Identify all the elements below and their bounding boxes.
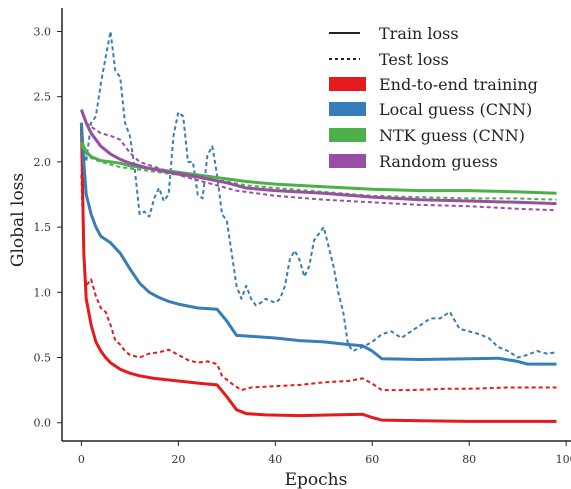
y-tick-label: 1.5 (34, 221, 52, 234)
legend-swatch-ntk-guess (329, 128, 366, 142)
y-tick-label: 2.5 (34, 91, 52, 104)
x-tick-label: 60 (365, 453, 379, 466)
legend-label-ntk-guess: NTK guess (CNN) (379, 126, 525, 145)
x-tick-label: 20 (171, 453, 185, 466)
legend-swatch-random-guess (329, 154, 366, 168)
legend-label-random-guess: Random guess (379, 152, 498, 171)
legend-label-local-guess: Local guess (CNN) (379, 100, 532, 119)
y-tick-label: 3.0 (34, 25, 52, 38)
y-tick-label: 1.0 (34, 286, 52, 299)
x-axis-title: Epochs (285, 470, 348, 489)
legend: Train loss Test loss End-to-end training… (329, 24, 538, 171)
y-axis-title: Global loss (8, 173, 28, 267)
y-ticks: 0.0 0.5 1.0 1.5 2.0 2.5 3.0 (34, 25, 63, 429)
y-tick-label: 0.5 (34, 352, 52, 365)
legend-swatch-local-guess (329, 102, 366, 116)
x-tick-label: 0 (78, 453, 85, 466)
legend-label-train: Train loss (379, 24, 459, 43)
legend-swatch-end-to-end (329, 77, 366, 91)
legend-label-test: Test loss (379, 50, 449, 69)
x-tick-label: 80 (462, 453, 476, 466)
legend-label-end-to-end: End-to-end training (379, 75, 538, 94)
y-tick-label: 0.0 (34, 417, 52, 430)
y-tick-label: 2.0 (34, 156, 52, 169)
x-tick-label: 40 (268, 453, 282, 466)
x-tick-label: 100 (556, 453, 571, 466)
x-ticks: 0 20 40 60 80 100 (78, 441, 571, 466)
